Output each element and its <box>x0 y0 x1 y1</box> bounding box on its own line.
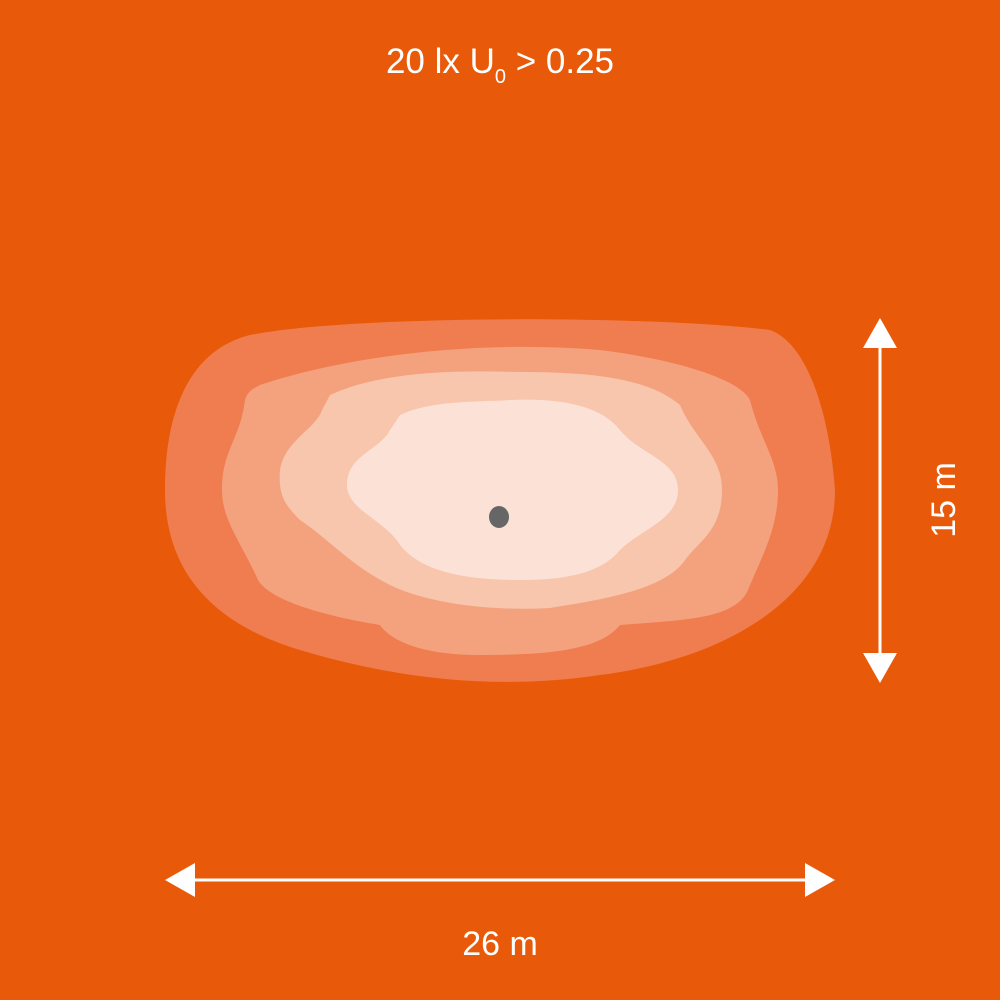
diagram-title: 20 lx U0 > 0.25 <box>386 42 614 88</box>
arrow-right-icon <box>805 863 835 897</box>
arrow-up-icon <box>863 318 897 348</box>
height-arrow <box>863 318 897 683</box>
arrow-down-icon <box>863 653 897 683</box>
illuminance-zone-inner <box>347 399 678 580</box>
width-arrow <box>165 863 835 897</box>
height-label: 15 m <box>925 462 963 538</box>
light-source-dot <box>489 506 509 528</box>
width-label: 26 m <box>462 925 538 963</box>
arrow-left-icon <box>165 863 195 897</box>
